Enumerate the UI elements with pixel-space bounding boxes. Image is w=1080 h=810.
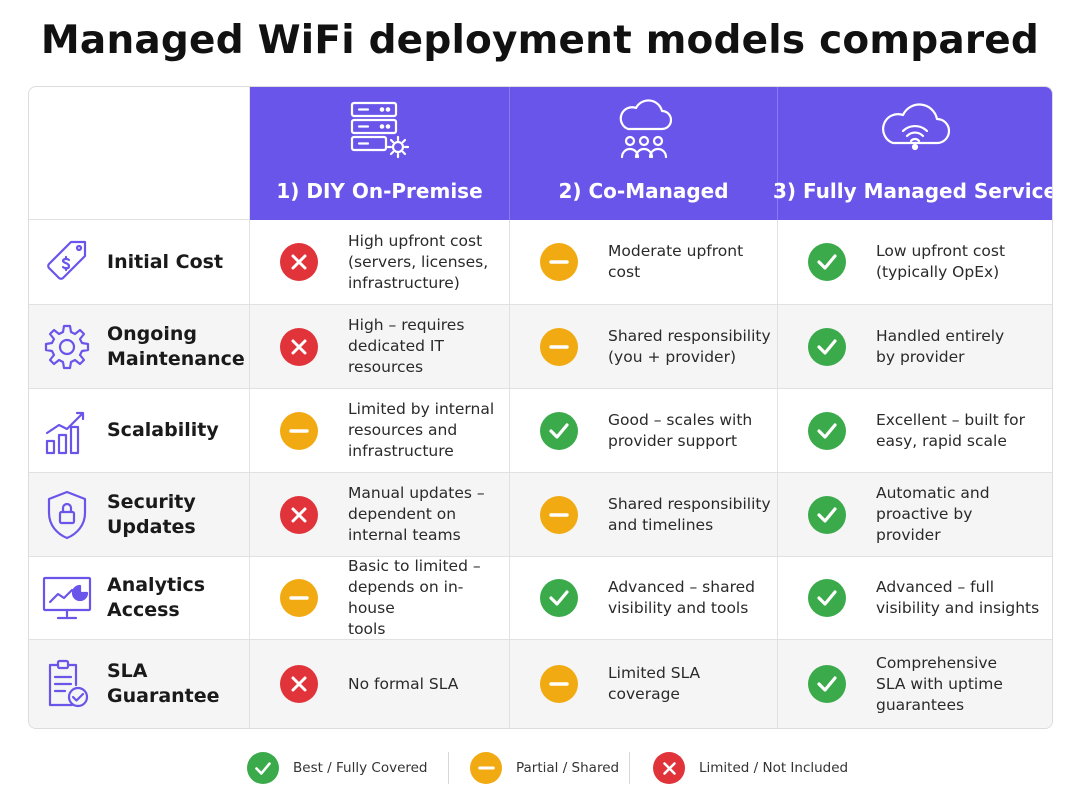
clipboard-check-icon: [39, 656, 95, 712]
row-label-ongoing-maintenance: Ongoing Maintenance: [29, 305, 250, 389]
partial-status-icon: [280, 411, 318, 450]
cell-fully-managed-sla-guarantee: Comprehensive SLA with uptime guarantees: [778, 640, 1052, 728]
column-header-co-managed: 2) Co-Managed: [510, 87, 778, 220]
row-label-text: Ongoing Maintenance: [107, 322, 245, 370]
column-header-diy: 1) DIY On-Premise: [250, 87, 510, 220]
cell-fully-managed-ongoing-maintenance: Handled entirely by provider: [778, 305, 1052, 389]
cell-text: Manual updates – dependent on internal t…: [348, 484, 485, 544]
limited-status-icon: [280, 327, 318, 366]
cell-text: Excellent – built for easy, rapid scale: [876, 410, 1025, 450]
legend-label: Limited / Not Included: [699, 760, 849, 776]
cell-fully-managed-initial-cost: Low upfront cost (typically OpEx): [778, 220, 1052, 305]
cell-diy-scalability: Limited by internal resources and infras…: [250, 389, 510, 473]
legend-item-partial: Partial / Shared: [470, 750, 619, 786]
row-label-analytics-access: Analytics Access: [29, 557, 250, 640]
cell-diy-analytics-access: Basic to limited – depends on in-house t…: [250, 557, 510, 640]
cell-text: Good – scales with provider support: [608, 410, 753, 450]
row-label-text: Security Updates: [107, 490, 196, 538]
row-label-text: Scalability: [107, 419, 219, 441]
cell-text: No formal SLA: [348, 674, 459, 693]
cell-diy-ongoing-maintenance: High – requires dedicated IT resources: [250, 305, 510, 389]
column-header-fully-managed: 3) Fully Managed Service: [773, 87, 1052, 220]
cell-diy-sla-guarantee: No formal SLA: [250, 640, 510, 728]
legend: Best / Fully Covered Partial / Shared Li…: [0, 750, 1080, 786]
cell-fully-managed-analytics-access: Advanced – full visibility and insights: [778, 557, 1052, 640]
limited-status-icon: [653, 752, 685, 784]
partial-status-icon: [470, 752, 502, 784]
growth-chart-icon: [39, 403, 95, 459]
shield-lock-icon: [39, 487, 95, 543]
good-status-icon: [808, 665, 846, 703]
good-status-icon: [808, 411, 846, 450]
cell-co-managed-sla-guarantee: Limited SLA coverage: [510, 640, 778, 728]
cell-fully-managed-security-updates: Automatic and proactive by provider: [778, 473, 1052, 557]
cell-text: Advanced – full visibility and insights: [876, 578, 1040, 617]
cell-text: Automatic and proactive by provider: [876, 484, 990, 544]
partial-status-icon: [540, 665, 578, 703]
good-status-icon: [540, 579, 578, 617]
cell-co-managed-scalability: Good – scales with provider support: [510, 389, 778, 473]
partial-status-icon: [540, 327, 578, 366]
limited-status-icon: [280, 665, 318, 703]
cell-text: High upfront cost (servers, licenses, in…: [348, 231, 489, 292]
partial-status-icon: [280, 579, 318, 617]
cloud-people-icon: [612, 99, 676, 161]
good-status-icon: [247, 752, 279, 784]
row-label-initial-cost: Initial Cost: [29, 220, 250, 305]
analytics-monitor-icon: [39, 570, 95, 626]
good-status-icon: [808, 495, 846, 534]
cell-text: Limited SLA coverage: [608, 664, 701, 703]
cell-co-managed-security-updates: Shared responsibility and timelines: [510, 473, 778, 557]
legend-item-good: Best / Fully Covered: [247, 750, 428, 786]
cell-co-managed-analytics-access: Advanced – shared visibility and tools: [510, 557, 778, 640]
server-gear-icon: [348, 99, 412, 161]
cell-diy-security-updates: Manual updates – dependent on internal t…: [250, 473, 510, 557]
legend-item-limited: Limited / Not Included: [653, 750, 848, 786]
cell-text: Moderate upfront cost: [608, 242, 744, 281]
cell-text: Handled entirely by provider: [876, 326, 1005, 366]
row-label-security-updates: Security Updates: [29, 473, 250, 557]
column-label: 2) Co-Managed: [558, 179, 729, 203]
limited-status-icon: [280, 495, 318, 534]
cell-text: Shared responsibility (you + provider): [608, 326, 771, 366]
good-status-icon: [808, 243, 846, 281]
good-status-icon: [808, 327, 846, 366]
row-label-text: Analytics Access: [107, 574, 206, 621]
limited-status-icon: [280, 243, 318, 281]
cell-diy-initial-cost: High upfront cost (servers, licenses, in…: [250, 220, 510, 305]
column-label: 1) DIY On-Premise: [276, 179, 483, 203]
cell-co-managed-initial-cost: Moderate upfront cost: [510, 220, 778, 305]
cloud-wifi-icon: [877, 99, 953, 161]
cell-text: Comprehensive SLA with uptime guarantees: [876, 653, 1003, 714]
row-label-text: SLA Guarantee: [107, 660, 220, 707]
cell-text: Basic to limited – depends on in-house t…: [348, 557, 481, 638]
cell-text: Low upfront cost (typically OpEx): [876, 242, 1006, 281]
cell-text: Advanced – shared visibility and tools: [608, 578, 755, 617]
comparison-table: 1) DIY On-Premise 2) Co-Managed 3) Fully…: [28, 86, 1053, 729]
good-status-icon: [808, 579, 846, 617]
good-status-icon: [540, 411, 578, 450]
cell-text: Shared responsibility and timelines: [608, 494, 771, 534]
column-label: 3) Fully Managed Service: [772, 179, 1053, 203]
cell-text: High – requires dedicated IT resources: [348, 316, 465, 376]
row-label-sla-guarantee: SLA Guarantee: [29, 640, 250, 728]
legend-label: Best / Fully Covered: [293, 760, 428, 776]
row-label-text: Initial Cost: [107, 250, 224, 273]
header-corner: [29, 87, 250, 220]
cell-fully-managed-scalability: Excellent – built for easy, rapid scale: [778, 389, 1052, 473]
price-tag-icon: [39, 234, 95, 290]
partial-status-icon: [540, 495, 578, 534]
row-label-scalability: Scalability: [29, 389, 250, 473]
cell-text: Limited by internal resources and infras…: [348, 400, 495, 460]
legend-label: Partial / Shared: [516, 760, 620, 776]
legend-divider: [629, 752, 630, 784]
gear-icon: [39, 319, 95, 375]
page-title: Managed WiFi deployment models compared: [40, 18, 1040, 63]
cell-co-managed-ongoing-maintenance: Shared responsibility (you + provider): [510, 305, 778, 389]
legend-divider: [448, 752, 449, 784]
partial-status-icon: [540, 243, 578, 281]
